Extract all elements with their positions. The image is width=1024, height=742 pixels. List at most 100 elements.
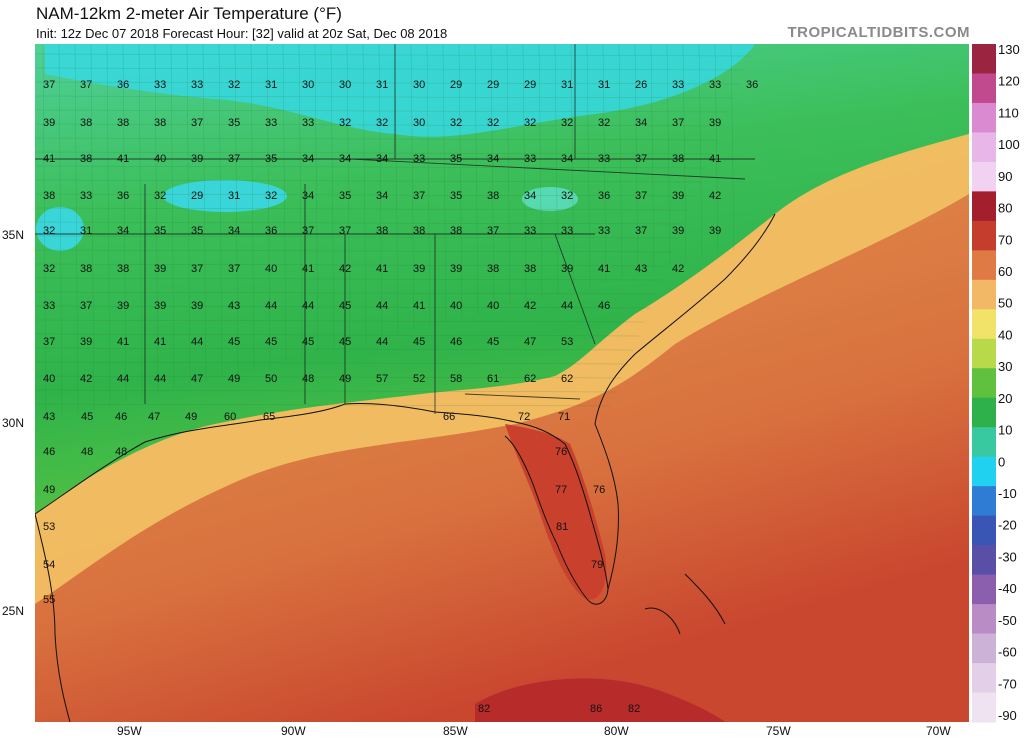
station-value: 81 (556, 521, 568, 533)
colorbar-swatch (972, 220, 996, 251)
cuba-landmass (475, 678, 725, 722)
lon-label-70w: 70W (926, 724, 951, 738)
station-value: 46 (450, 336, 462, 348)
station-value: 86 (590, 703, 602, 715)
colorbar-swatch (972, 102, 996, 133)
station-value: 30 (413, 79, 425, 91)
station-value: 37 (487, 225, 499, 237)
station-value: 39 (80, 336, 92, 348)
colorbar-swatch (972, 279, 996, 310)
colorbar-swatch (972, 161, 996, 192)
colorbar-swatch (972, 44, 996, 74)
station-value: 38 (524, 263, 536, 275)
station-value: 41 (413, 300, 425, 312)
colorbar-tick-label: -30 (998, 549, 1017, 564)
station-value: 39 (154, 263, 166, 275)
station-value: 45 (413, 336, 425, 348)
station-value: 34 (487, 153, 499, 165)
station-value: 43 (228, 300, 240, 312)
station-value: 43 (43, 411, 55, 423)
station-value: 29 (487, 79, 499, 91)
station-value: 41 (117, 336, 129, 348)
station-value: 41 (154, 336, 166, 348)
cold-pocket-appalachian (522, 187, 578, 211)
colorbar-swatch (972, 545, 996, 576)
colorbar-tick-label: -50 (998, 613, 1017, 628)
station-value: 45 (339, 336, 351, 348)
station-value: 38 (154, 117, 166, 129)
station-value: 38 (450, 225, 462, 237)
station-value: 38 (80, 153, 92, 165)
station-value: 45 (339, 300, 351, 312)
station-value: 41 (117, 153, 129, 165)
station-value: 43 (635, 263, 647, 275)
station-value: 31 (598, 79, 610, 91)
colorbar-swatch (972, 692, 996, 723)
station-value: 39 (561, 263, 573, 275)
station-value: 37 (635, 225, 647, 237)
station-value: 29 (191, 190, 203, 202)
colorbar-tick-label: 50 (998, 296, 1012, 311)
station-value: 34 (524, 190, 536, 202)
station-value: 38 (117, 263, 129, 275)
station-value: 33 (302, 117, 314, 129)
station-value: 37 (672, 117, 684, 129)
station-value: 32 (524, 117, 536, 129)
station-value: 32 (561, 117, 573, 129)
station-value: 30 (302, 79, 314, 91)
station-value: 38 (487, 190, 499, 202)
station-value: 32 (43, 263, 55, 275)
station-value: 34 (117, 225, 129, 237)
station-value: 45 (302, 336, 314, 348)
temperature-map: 37 37 36 33 33 32 31 30 30 31 30 29 29 29 31 31 26 33 33 36… (35, 44, 969, 722)
station-value: 38 (413, 225, 425, 237)
station-value: 33 (154, 79, 166, 91)
colorbar-tick-label: 20 (998, 391, 1012, 406)
station-value: 35 (450, 153, 462, 165)
station-value: 44 (376, 300, 388, 312)
station-value: 41 (598, 263, 610, 275)
station-value: 32 (339, 117, 351, 129)
map-header: NAM-12km 2-meter Air Temperature (°F) In… (0, 0, 1024, 44)
station-value: 39 (413, 263, 425, 275)
colorbar-swatch (972, 73, 996, 104)
station-value: 33 (413, 153, 425, 165)
station-value: 61 (487, 373, 499, 385)
station-value: 44 (191, 336, 203, 348)
station-value: 44 (117, 373, 129, 385)
station-value: 37 (339, 225, 351, 237)
brand-watermark: TROPICALTIDBITS.COM (787, 24, 970, 41)
station-value: 49 (228, 373, 240, 385)
colorbar-tick-label: -90 (998, 708, 1017, 723)
station-value: 47 (191, 373, 203, 385)
station-value: 32 (154, 190, 166, 202)
station-value: 82 (628, 703, 640, 715)
station-value: 37 (43, 79, 55, 91)
station-value: 79 (591, 559, 603, 571)
station-value: 46 (598, 300, 610, 312)
colorbar-swatch (972, 574, 996, 605)
station-value: 38 (487, 263, 499, 275)
station-value: 76 (555, 446, 567, 458)
colorbar-tick-label: -40 (998, 581, 1017, 596)
colorbar-swatch (972, 456, 996, 487)
station-value: 38 (80, 263, 92, 275)
station-value: 37 (191, 263, 203, 275)
station-value: 38 (376, 225, 388, 237)
colorbar-swatch (972, 397, 996, 428)
station-value: 39 (43, 117, 55, 129)
station-value: 65 (263, 411, 275, 423)
station-value: 66 (443, 411, 455, 423)
station-value: 37 (191, 117, 203, 129)
station-value: 39 (117, 300, 129, 312)
station-value: 36 (746, 79, 758, 91)
station-value: 26 (635, 79, 647, 91)
station-value: 31 (376, 79, 388, 91)
colorbar-swatch (972, 191, 996, 222)
station-value: 62 (561, 373, 573, 385)
land-temperature-field (35, 44, 969, 514)
station-value: 39 (191, 300, 203, 312)
station-value: 71 (558, 411, 570, 423)
coastlines (35, 213, 776, 722)
station-value: 39 (191, 153, 203, 165)
